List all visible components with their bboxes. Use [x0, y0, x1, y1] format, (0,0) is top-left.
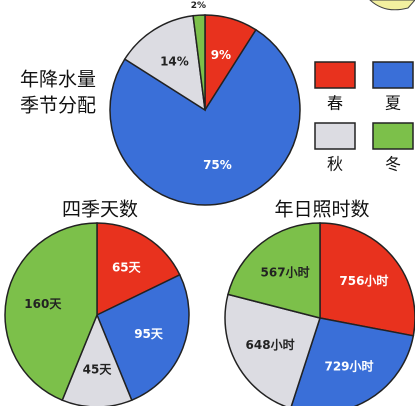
chart-title: 年降水量	[20, 69, 96, 91]
legend-swatch	[372, 122, 414, 150]
legend-swatch	[372, 61, 414, 89]
slice-label: 648小时	[246, 337, 295, 352]
slice-label: 95天	[134, 327, 164, 341]
pie-slice	[96, 222, 181, 317]
decoration	[369, 0, 415, 11]
pie-slice	[96, 273, 190, 402]
legend-label: 春	[327, 94, 343, 113]
slice-label: 65天	[112, 261, 142, 275]
slice-label: 160天	[24, 297, 62, 311]
legend-swatch	[314, 122, 356, 150]
pie-slice	[224, 293, 321, 410]
chart-title: 四季天数	[62, 199, 138, 221]
slice-label: 567小时	[261, 264, 310, 279]
chart-title: 年日照时数	[274, 199, 369, 221]
pie-slice	[123, 14, 206, 112]
slice-label: 2%	[191, 1, 206, 11]
pie-slice	[4, 222, 98, 402]
legend-swatch	[314, 61, 356, 89]
slice-label: 14%	[160, 54, 189, 68]
chart-title: 季节分配	[20, 95, 96, 117]
pie-slice	[289, 317, 415, 410]
slice-label: 756小时	[339, 273, 388, 288]
slice-label: 9%	[211, 48, 231, 62]
pie-slice	[109, 28, 301, 206]
slice-label: 45天	[83, 363, 113, 377]
legend-label: 夏	[385, 94, 401, 113]
slice-label: 75%	[203, 158, 232, 172]
pie-slice	[192, 14, 206, 111]
slice-label: 729小时	[324, 359, 373, 374]
legend-label: 冬	[385, 155, 401, 174]
pie-slice	[227, 222, 321, 319]
legend-label: 秋	[327, 155, 343, 174]
